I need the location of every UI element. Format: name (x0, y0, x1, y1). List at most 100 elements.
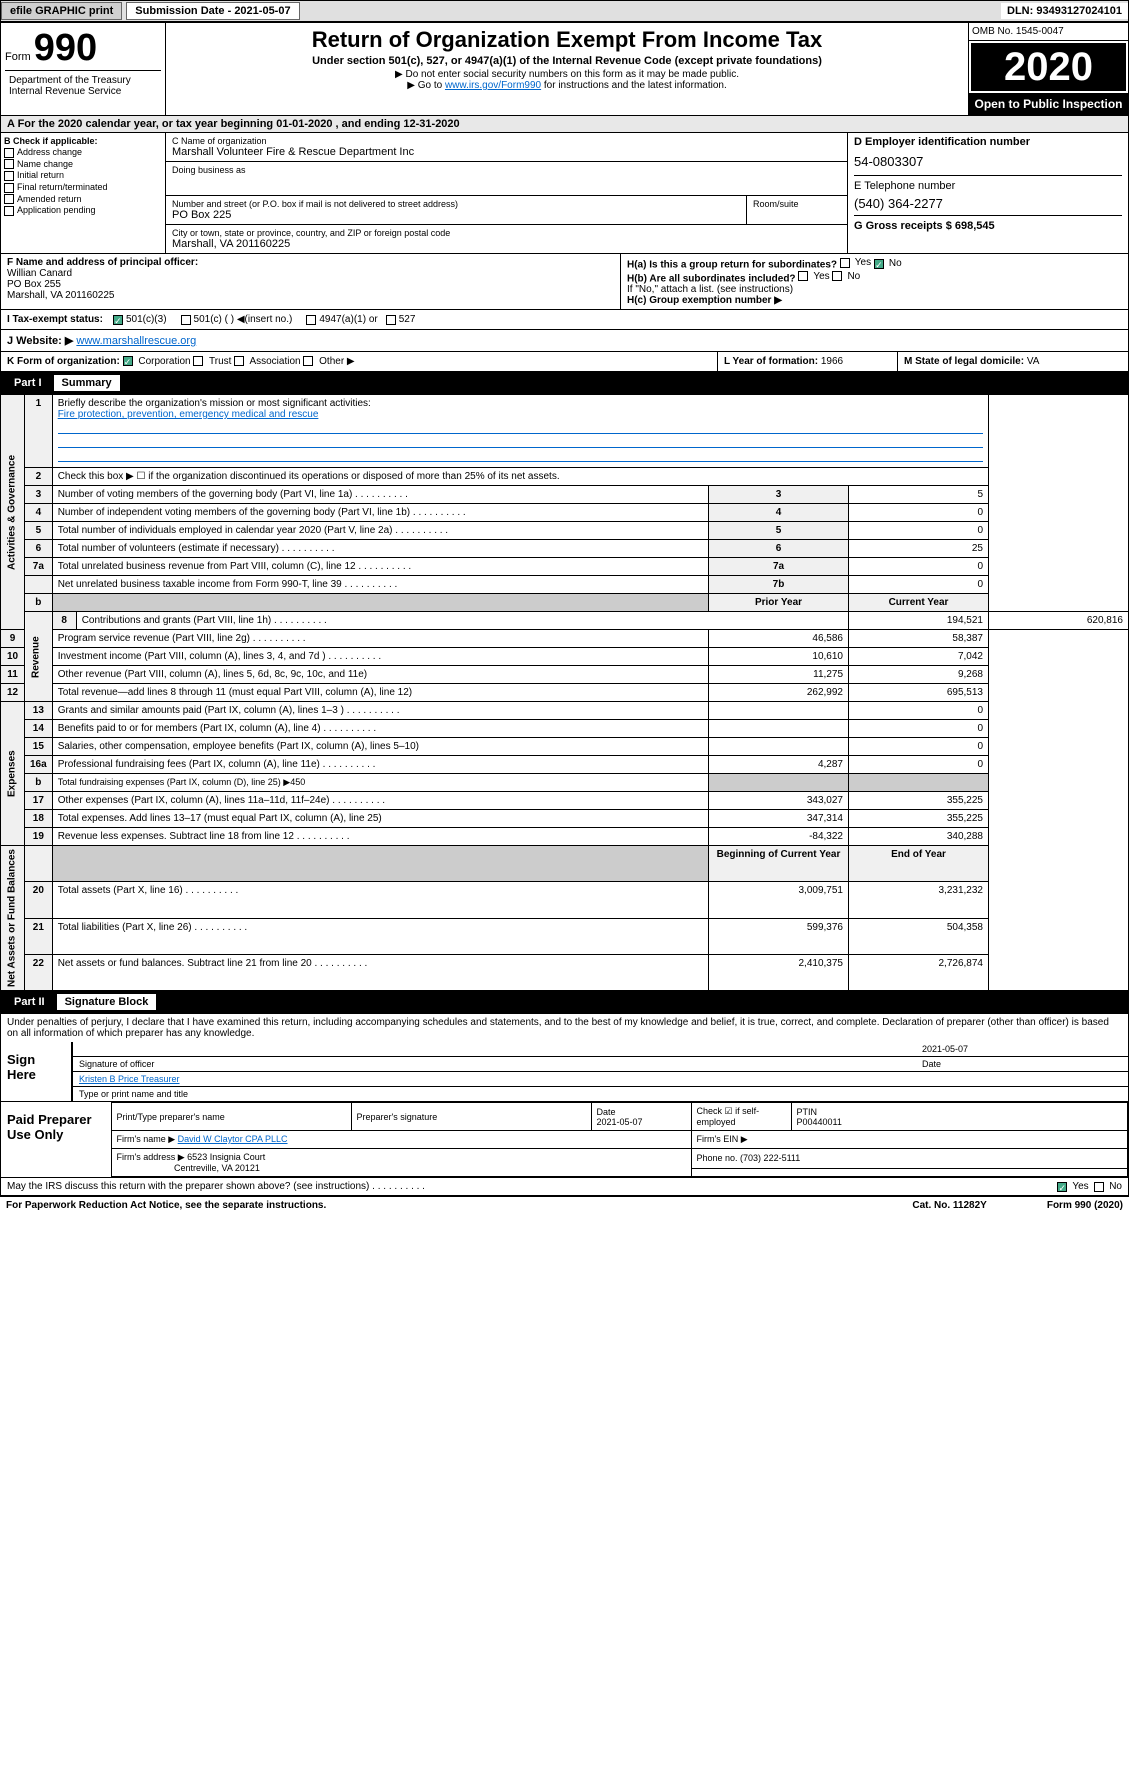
row-17-curr: 355,225 (849, 792, 989, 810)
firm-addr-row: Firm's address ▶ 6523 Insignia Court Cen… (111, 1149, 691, 1177)
row-9-curr: 58,387 (849, 630, 989, 648)
period-row: A For the 2020 calendar year, or tax yea… (0, 116, 1129, 133)
hb-note: If "No," attach a list. (see instruction… (627, 284, 1122, 295)
row-11-curr: 9,268 (849, 666, 989, 684)
date-label: Date (922, 1059, 1122, 1069)
row-12-prior: 262,992 (709, 684, 849, 702)
preparer-table: Print/Type preparer's name Preparer's si… (111, 1102, 1129, 1177)
org-name-label: C Name of organization (172, 136, 841, 146)
phone: (540) 364-2277 (854, 196, 1122, 211)
row-10-prior: 10,610 (709, 648, 849, 666)
chk-4947[interactable] (306, 315, 316, 325)
efile-print-button[interactable]: efile GRAPHIC print (1, 2, 122, 20)
name-title-label: Type or print name and title (79, 1089, 1122, 1099)
row-19-desc: Revenue less expenses. Subtract line 18 … (52, 828, 708, 846)
ha-yes: Yes (855, 257, 871, 268)
period-end: 12-31-2020 (403, 118, 459, 130)
sign-here-label: Sign Here (1, 1042, 71, 1101)
row-4-val: 0 (849, 504, 989, 522)
row-7b-desc: Net unrelated business taxable income fr… (52, 576, 708, 594)
irs-link[interactable]: www.irs.gov/Form990 (445, 80, 541, 91)
chk-other[interactable] (303, 356, 313, 366)
row-12-desc: Total revenue—add lines 8 through 11 (mu… (52, 684, 708, 702)
row-7a-box: 7a (709, 558, 849, 576)
chk-corporation[interactable]: ✓ (123, 356, 133, 366)
room-box: Room/suite (747, 196, 847, 225)
chk-address-change[interactable]: Address change (4, 147, 162, 158)
prep-h2: Preparer's signature (351, 1103, 591, 1131)
opt-501c: 501(c) ( ) ◀(insert no.) (194, 314, 293, 325)
note-goto: ▶ Go to www.irs.gov/Form990 for instruct… (170, 80, 964, 91)
row-10-curr: 7,042 (849, 648, 989, 666)
discuss-yes-chk[interactable]: ✓ (1057, 1182, 1067, 1192)
b-label: B Check if applicable: (4, 136, 162, 146)
officer-name: Willian Canard (7, 268, 72, 279)
row-18-curr: 355,225 (849, 810, 989, 828)
l-label: L Year of formation: (724, 356, 821, 367)
row-16a-num: 16a (25, 756, 53, 774)
chk-amended-return[interactable]: Amended return (4, 194, 162, 205)
row-blank (52, 594, 708, 612)
preparer-row: Paid Preparer Use Only Print/Type prepar… (1, 1101, 1128, 1177)
sign-date: 2021-05-07 (922, 1044, 1122, 1054)
row-21-prior: 599,376 (709, 918, 849, 954)
row-20-num: 20 (25, 882, 53, 918)
preparer-label: Paid Preparer Use Only (1, 1102, 111, 1177)
main-title: Return of Organization Exempt From Incom… (170, 27, 964, 53)
row-17-desc: Other expenses (Part IX, column (A), lin… (52, 792, 708, 810)
prep-h1: Print/Type preparer's name (111, 1103, 351, 1131)
row-22-prior: 2,410,375 (709, 954, 849, 990)
addr: PO Box 225 (172, 209, 740, 221)
governance-label: Activities & Governance (1, 395, 25, 630)
chk-initial-return[interactable]: Initial return (4, 170, 162, 181)
row-12-num: 12 (1, 684, 25, 702)
discuss-no-chk[interactable] (1094, 1182, 1104, 1192)
officer-box: F Name and address of principal officer:… (1, 254, 621, 309)
row-18-prior: 347,314 (709, 810, 849, 828)
firm-ein: Firm's EIN ▶ (691, 1131, 1128, 1149)
open-public-badge: Open to Public Inspection (969, 93, 1128, 115)
row-3-num: 3 (25, 486, 53, 504)
chk-final-return[interactable]: Final return/terminated (4, 182, 162, 193)
chk-name-change[interactable]: Name change (4, 159, 162, 170)
chk-501c3[interactable]: ✓ (113, 315, 123, 325)
begin-year-header: Beginning of Current Year (709, 846, 849, 882)
discuss-yes: Yes (1072, 1181, 1088, 1192)
l-val: 1966 (821, 356, 843, 367)
row-19-curr: 340,288 (849, 828, 989, 846)
prior-year-header: Prior Year (709, 594, 849, 612)
sig-officer-label: Signature of officer (79, 1059, 922, 1069)
city-box: City or town, state or province, country… (166, 225, 847, 253)
part2-header: Part II Signature Block (0, 991, 1129, 1013)
row-16b-num: b (25, 774, 53, 792)
row-9-desc: Program service revenue (Part VIII, line… (52, 630, 708, 648)
chk-association[interactable] (234, 356, 244, 366)
row-16a-curr: 0 (849, 756, 989, 774)
chk-application-pending[interactable]: Application pending (4, 205, 162, 216)
dba-box: Doing business as (166, 162, 847, 196)
row-b-blank: b (25, 594, 53, 612)
tax-year: 2020 (971, 43, 1126, 91)
website-row: J Website: ▶ www.marshallrescue.org (0, 330, 1129, 352)
gross-label: G Gross receipts $ (854, 220, 955, 232)
row-16a-desc: Professional fundraising fees (Part IX, … (52, 756, 708, 774)
row-15-curr: 0 (849, 738, 989, 756)
row-9-prior: 46,586 (709, 630, 849, 648)
row-10-num: 10 (1, 648, 25, 666)
chk-527[interactable] (386, 315, 396, 325)
row-5-val: 0 (849, 522, 989, 540)
row-2-num: 2 (25, 468, 53, 486)
h-box: H(a) Is this a group return for subordin… (621, 254, 1128, 309)
org-name: Marshall Volunteer Fire & Rescue Departm… (172, 146, 841, 158)
officer-addr2: Marshall, VA 201160225 (7, 290, 114, 301)
netassets-label: Net Assets or Fund Balances (1, 846, 25, 991)
col-c: C Name of organization Marshall Voluntee… (166, 133, 848, 253)
col-d: D Employer identification number 54-0803… (848, 133, 1128, 253)
website-link[interactable]: www.marshallrescue.org (76, 335, 196, 347)
section-bcd: B Check if applicable: Address change Na… (0, 133, 1129, 254)
row-19-prior: -84,322 (709, 828, 849, 846)
chk-501c[interactable] (181, 315, 191, 325)
chk-trust[interactable] (193, 356, 203, 366)
form-label: Form (5, 51, 31, 63)
note-goto-post: for instructions and the latest informat… (544, 80, 727, 91)
